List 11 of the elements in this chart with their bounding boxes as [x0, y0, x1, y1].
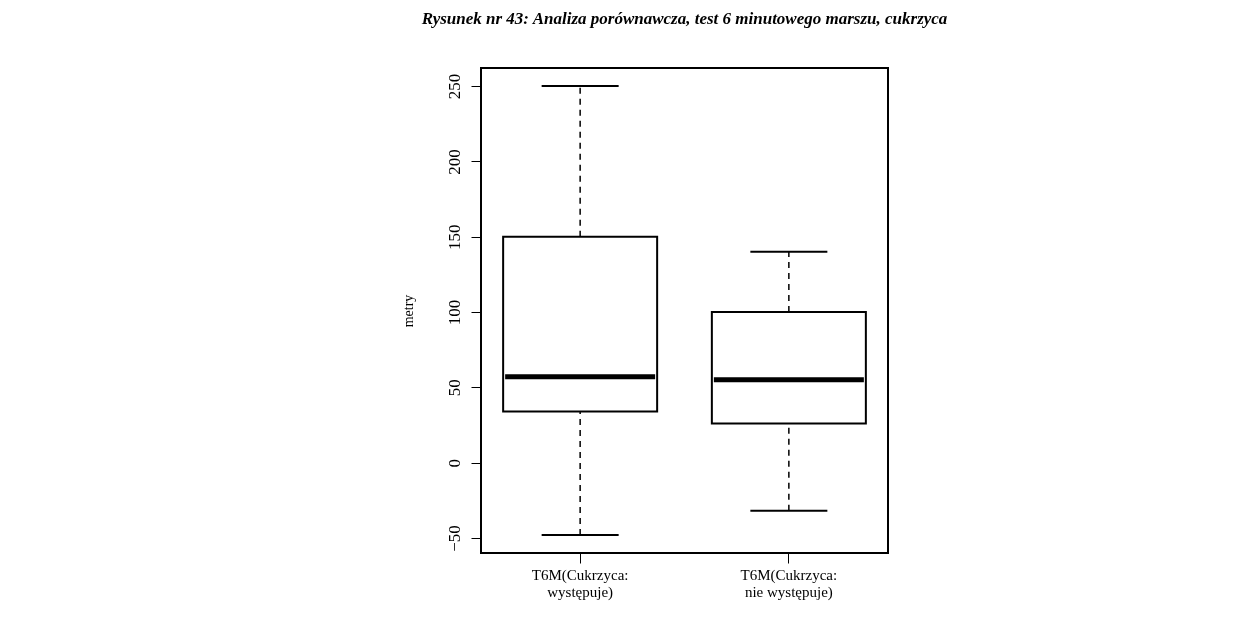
chart-title: Rysunek nr 43: Analiza porównawcza, test 6 minutowego marszu, cukrzyca	[420, 9, 948, 28]
x-tick-label: T6M(Cukrzyca: występuje)	[531, 566, 629, 601]
y-tick-label: 250	[444, 73, 464, 100]
y-tick-label: 0	[444, 458, 464, 468]
y-tick-label: 150	[444, 224, 464, 250]
y-tick-label: 200	[444, 149, 464, 175]
y-tick-label: 50	[444, 379, 464, 397]
y-tick-label: 100	[444, 299, 464, 326]
y-axis-title: metry	[400, 294, 416, 328]
x-tick-label: T6M(Cukrzyca: nie występuje)	[740, 566, 838, 601]
y-tick-label: −50	[444, 525, 464, 552]
